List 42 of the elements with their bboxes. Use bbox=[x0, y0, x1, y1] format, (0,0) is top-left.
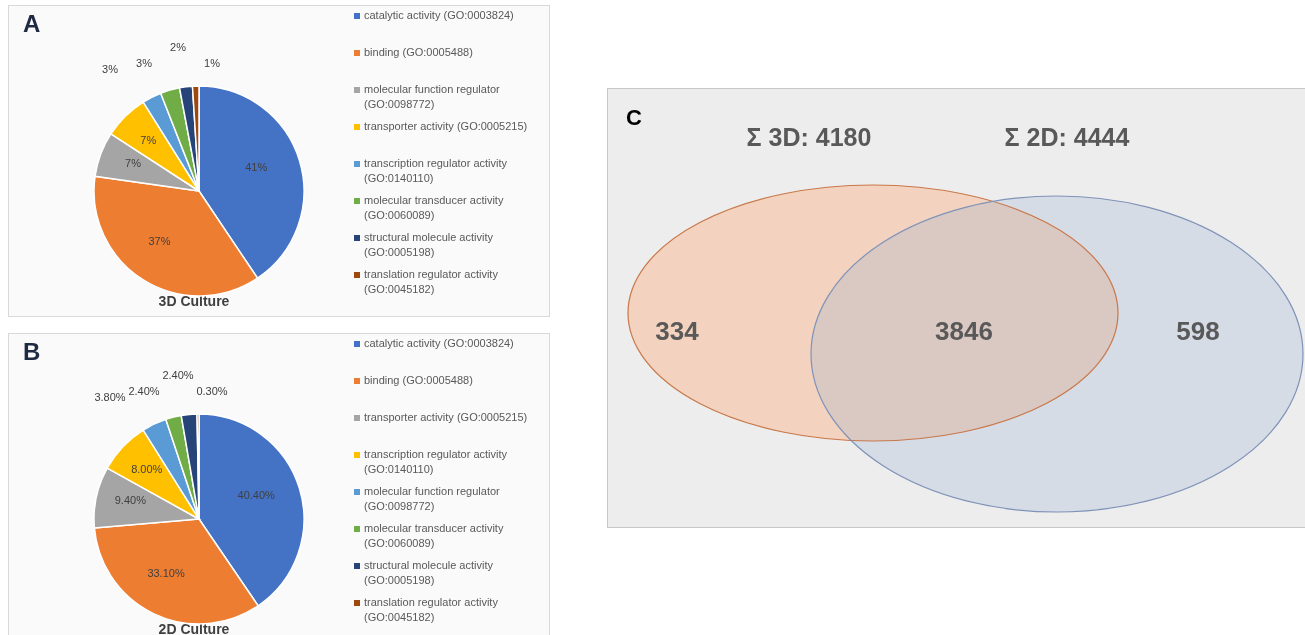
legend-label: binding (GO:0005488) bbox=[364, 45, 473, 60]
data-label: 33.10% bbox=[147, 566, 185, 579]
data-label: 3.80% bbox=[94, 391, 126, 403]
data-label: 1% bbox=[204, 57, 221, 69]
legend-label: transcription regulator activity (GO:0140110) bbox=[364, 156, 509, 186]
legend-label: molecular transducer activity (GO:0060089) bbox=[364, 193, 505, 223]
legend-label: transcription regulator activity (GO:0140110) bbox=[364, 447, 509, 477]
legend-label: structural molecule activity (GO:0005198) bbox=[364, 230, 494, 260]
data-label: 2% bbox=[170, 41, 187, 53]
data-label: 3% bbox=[102, 63, 119, 75]
legend-label: catalytic activity (GO:0003824) bbox=[364, 336, 514, 351]
data-label: 7% bbox=[125, 157, 142, 170]
data-label: 7% bbox=[140, 133, 157, 146]
text: A bbox=[23, 10, 41, 38]
text: 2D Culture bbox=[158, 621, 230, 635]
legend-label: molecular function regulator (GO:0098772) bbox=[364, 82, 501, 112]
data-label: 3846 bbox=[935, 316, 993, 346]
legend-label: molecular transducer activity (GO:0060089) bbox=[364, 521, 505, 551]
text: Σ 3D: 4180 bbox=[746, 123, 872, 151]
data-label: 2.40% bbox=[162, 369, 194, 381]
data-label: 598 bbox=[1176, 316, 1220, 346]
data-label: 41% bbox=[245, 161, 268, 174]
data-label: 3% bbox=[136, 57, 153, 69]
data-label: 37% bbox=[148, 235, 171, 248]
legend-label: transporter activity (GO:0005215) bbox=[364, 410, 528, 425]
legend-label: translation regulator activity (GO:0045182) bbox=[364, 595, 499, 625]
legend-label: structural molecule activity (GO:0005198) bbox=[364, 558, 494, 588]
data-label: 8.00% bbox=[131, 463, 163, 476]
legend-label: binding (GO:0005488) bbox=[364, 373, 473, 388]
text: B bbox=[23, 338, 41, 366]
legend-label: molecular function regulator (GO:0098772) bbox=[364, 484, 501, 514]
text: 3D Culture bbox=[158, 293, 230, 309]
data-label: 0.30% bbox=[196, 385, 228, 397]
data-label: 334 bbox=[655, 316, 700, 346]
text: Σ 2D: 4444 bbox=[1004, 123, 1130, 151]
data-label: 9.40% bbox=[114, 494, 147, 507]
data-label: 40.40% bbox=[237, 488, 276, 501]
legend-label: transporter activity (GO:0005215) bbox=[364, 119, 528, 134]
legend-label: catalytic activity (GO:0003824) bbox=[364, 8, 514, 23]
text: C bbox=[626, 104, 642, 130]
data-label: 2.40% bbox=[128, 385, 160, 397]
legend-label: translation regulator activity (GO:0045182) bbox=[364, 267, 499, 297]
